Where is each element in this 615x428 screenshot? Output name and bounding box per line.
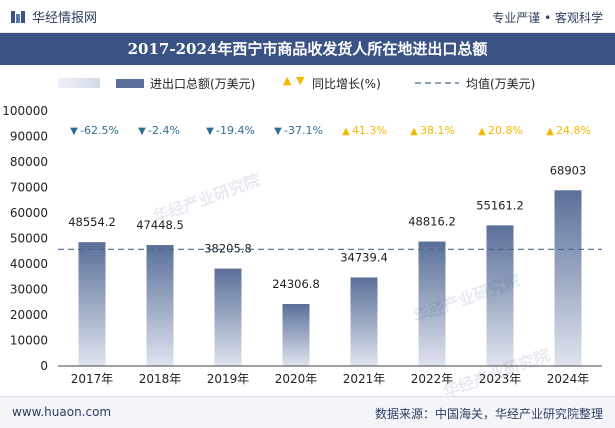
footer-website: www.huaon.com [12,405,112,419]
huajing-logo-icon [11,10,25,23]
bar-value-label: 48554.2 [68,215,116,229]
growth-label: -2.4% [148,124,180,137]
growth-up-icon: ▲ [546,126,554,137]
growth-label: -37.1% [284,124,323,137]
x-tick-label: 2018年 [139,372,182,386]
bar-value-label: 34739.4 [340,250,388,264]
growth-row: ▼ -62.5% ▼ -2.4% ▼ -19.4% ▼ -37.1% ▲ 41.3% ▲ 38.1% ▲… [70,124,591,137]
bars: 48554.2 47448.5 38205.8 24306.8 34739.4 48816… [68,163,586,366]
y-tick-label: 90000 [10,130,48,144]
x-tick-label: 2021年 [343,372,386,386]
y-axis: 0 10000 20000 30000 40000 50000 60000 70000 8000… [2,104,48,373]
y-tick-label: 30000 [10,283,48,297]
growth-down-icon: ▼ [138,126,146,137]
bar [282,304,310,366]
bar-value-label: 48816.2 [408,215,456,229]
bar-chart: 0 10000 20000 30000 40000 50000 60000 70000 8000… [2,104,602,386]
growth-up-icon: ▲ [410,126,418,137]
growth-down-icon: ▼ [70,126,78,137]
y-tick-label: 40000 [10,257,48,271]
growth-label: 24.8% [556,124,591,137]
legend-growth-label: 同比增长(%) [312,77,381,91]
y-tick-label: 60000 [10,206,48,220]
x-axis: 2017年 2018年 2019年 2020年 2021年 2022年 2023年 2024年 [58,365,602,386]
growth-down-icon: ▼ [274,126,282,137]
legend-bar-swatch [116,79,144,88]
chart-title: 2017-2024年西宁市商品收发货人所在地进出口总额 [127,40,488,58]
bar [78,242,106,366]
bar [418,241,446,366]
legend-average-label: 均值(万美元) [466,77,536,91]
legend-up-triangle-icon: ▲ [283,74,292,87]
x-tick-label: 2020年 [275,372,318,386]
y-tick-label: 50000 [10,232,48,246]
legend-bar-label: 进出口总额(万美元) [150,77,256,91]
growth-label: -19.4% [216,124,255,137]
y-tick-label: 100000 [2,104,48,118]
growth-label: 38.1% [420,124,455,137]
growth-label: 41.3% [352,124,387,137]
legend-down-triangle-icon: ▼ [296,74,305,87]
x-tick-label: 2017年 [71,372,114,386]
x-tick-label: 2024年 [547,372,590,386]
bar-value-label: 55161.2 [476,198,524,212]
growth-up-icon: ▲ [342,126,350,137]
tagline: 专业严谨 • 客观科学 [492,11,603,25]
growth-up-icon: ▲ [478,126,486,137]
bar [554,190,582,366]
footer-source: 数据来源：中国海关，华经产业研究院整理 [374,407,603,421]
y-tick-label: 10000 [10,334,48,348]
bar-value-label: 24306.8 [272,277,320,291]
brand-name: 华经情报网 [32,11,98,26]
y-tick-label: 80000 [10,155,48,169]
growth-label: 20.8% [488,124,523,137]
legend: 进出口总额(万美元) ▲ ▼ 同比增长(%) 均值(万美元) [0,66,615,98]
y-tick-label: 20000 [10,308,48,322]
bar-value-label: 38205.8 [204,242,252,256]
y-tick-label: 70000 [10,181,48,195]
footer: www.huaon.com 数据来源：中国海关，华经产业研究院整理 [0,396,615,428]
growth-label: -62.5% [80,124,119,137]
x-tick-label: 2022年 [411,372,454,386]
bar [486,225,514,366]
bar-value-label: 68903 [550,163,587,177]
growth-down-icon: ▼ [206,126,214,137]
bar-value-label: 47448.5 [136,218,184,232]
brand: 华经情报网 [10,7,97,26]
bar [214,268,242,366]
legend-gradient-swatch [58,78,100,88]
x-tick-label: 2019年 [207,372,250,386]
y-tick-label: 0 [40,359,48,373]
bar [350,277,378,366]
legend-average-line [415,82,459,84]
title-bar: 2017-2024年西宁市商品收发货人所在地进出口总额 [0,33,615,65]
top-bar: 华经情报网 专业严谨 • 客观科学 [0,0,615,33]
x-tick-label: 2023年 [479,372,522,386]
bar [146,245,174,366]
